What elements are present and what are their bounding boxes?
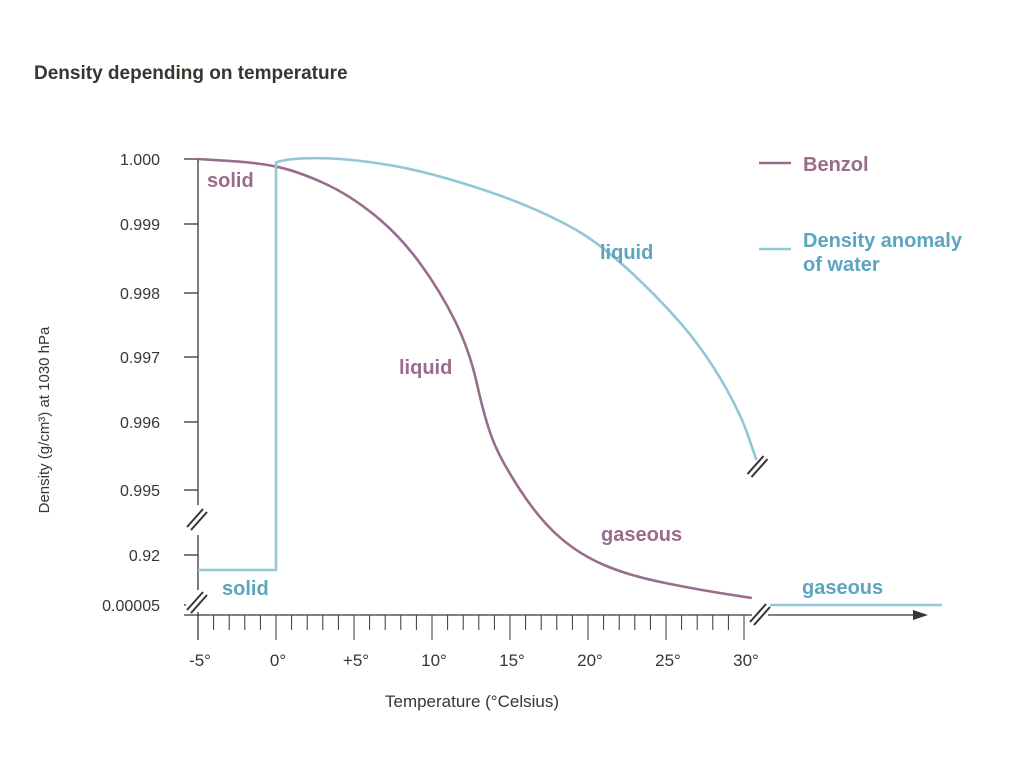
legend-label-water: Density anomaly [803, 230, 963, 252]
x-axis-break-mark [749, 603, 771, 626]
break-stroke [190, 594, 208, 614]
y-tick-label: 1.000 [120, 152, 160, 169]
phase-label-solid: solid [207, 170, 254, 192]
x-tick-label: 15° [499, 651, 525, 670]
break-stroke [186, 591, 204, 611]
break-stroke [746, 455, 765, 475]
y-axis-break-mark-upper [186, 508, 208, 531]
break-gap [186, 505, 210, 535]
series-layer [197, 156, 942, 607]
y-tick-label: 0.995 [120, 483, 160, 500]
x-tick-label: 20° [577, 651, 603, 670]
y-axis-label: Density (g/cm³) at 1030 hPa [36, 326, 53, 513]
y-tick-label: 0.997 [120, 350, 160, 367]
y-tick-label: 0.996 [120, 415, 160, 432]
labels-layer: solid liquid gaseous solid liquid gaseous Benz… [207, 154, 963, 600]
phase-label-liquid: liquid [600, 242, 653, 264]
y-axis-break-mark-lower [186, 591, 208, 614]
series-line-benzol [197, 157, 752, 600]
x-tick-label: 0° [270, 651, 286, 670]
break-gap [752, 606, 768, 624]
phase-label-liquid: liquid [399, 357, 452, 379]
legend-label-benzol: Benzol [803, 154, 869, 176]
phase-label-gaseous: gaseous [601, 524, 682, 546]
phase-label-gaseous: gaseous [802, 577, 883, 599]
break-stroke [749, 603, 767, 623]
water-curve-break-mark [746, 455, 769, 478]
series-line-water [198, 156, 758, 572]
x-tick-label: 25° [655, 651, 681, 670]
axes: 1.000 0.999 0.998 0.997 0.996 0.995 0.92 0.0000… [102, 152, 928, 670]
legend-label-water: of water [803, 254, 880, 276]
x-tick-label: 30° [733, 651, 759, 670]
y-tick-label: 0.998 [120, 286, 160, 303]
x-axis-arrow-icon [913, 610, 928, 620]
y-tick-label: 0.00005 [102, 598, 160, 615]
break-stroke [190, 511, 208, 531]
x-tick-label: 10° [421, 651, 447, 670]
x-tick-label: +5° [343, 651, 369, 670]
break-stroke [753, 606, 771, 626]
phase-label-solid: solid [222, 578, 269, 600]
break-gap [186, 590, 210, 612]
chart-title: Density depending on temperature [34, 63, 348, 84]
x-axis-label: Temperature (°Celsius) [385, 692, 559, 711]
y-tick-label: 0.92 [129, 548, 160, 565]
break-stroke [186, 508, 204, 528]
break-stroke [750, 458, 769, 478]
y-tick-label: 0.999 [120, 217, 160, 234]
x-tick-label: -5° [189, 651, 211, 670]
